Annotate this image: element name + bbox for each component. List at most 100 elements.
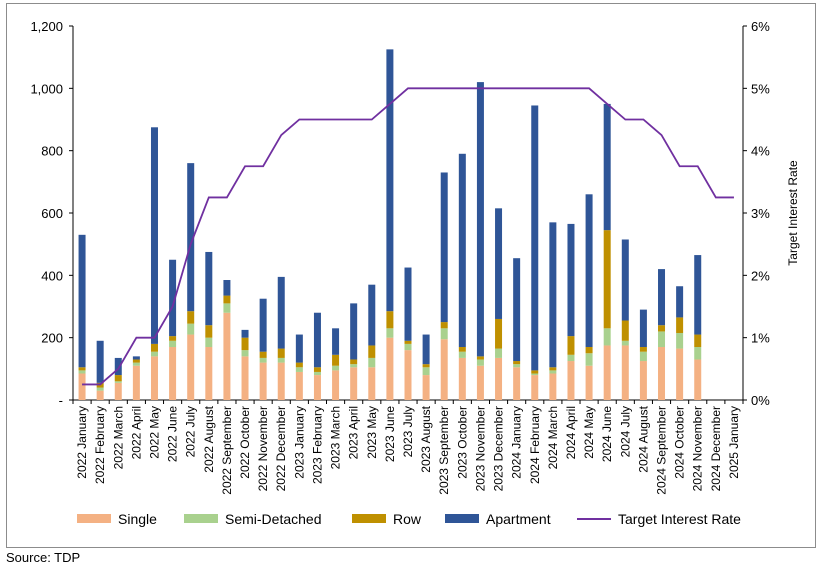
bar-apartment: [476, 82, 484, 357]
left-tick-label: 400: [41, 268, 63, 283]
bar-single: [205, 347, 213, 400]
bar-single: [386, 337, 394, 400]
legend-swatch: [77, 514, 111, 523]
x-tick-label: 2024 July: [618, 406, 632, 457]
bar-row: [621, 320, 629, 341]
x-tick-label: 2024 March: [546, 406, 560, 469]
bar-apartment: [513, 258, 521, 362]
right-tick-label: 5%: [751, 81, 770, 96]
x-tick-label: 2024 February: [528, 406, 542, 484]
bar-single: [694, 359, 702, 400]
right-tick-label: 3%: [751, 206, 770, 221]
bar-apartment: [150, 127, 158, 344]
right-axis-title: Target Interest Rate: [786, 160, 800, 266]
x-tick-label: 2022 June: [166, 406, 180, 462]
bar-single: [621, 345, 629, 400]
legend-swatch: [184, 514, 218, 523]
bar-apartment: [694, 255, 702, 335]
bar-semi-detached: [132, 362, 140, 366]
bar-row: [694, 334, 702, 348]
axes: - 200 400 600 800 1,000 1,200 0% 1% 2% 3% 4% 5% 6% Tar…: [30, 19, 800, 408]
left-tick-label: -: [59, 393, 63, 408]
x-tick-label: 2023 August: [419, 405, 433, 472]
bar-row: [350, 359, 358, 365]
bar-single: [476, 365, 484, 400]
bar-semi-detached: [476, 359, 484, 366]
bar-semi-detached: [513, 364, 521, 368]
x-tick-label: 2023 March: [329, 406, 343, 469]
x-tick-label: 2023 January: [292, 406, 306, 479]
x-axis-labels: 2022 January 2022 February 2022 March 2022 …: [75, 405, 741, 494]
bar-single: [114, 382, 122, 400]
legend-swatch: [352, 514, 386, 523]
bar-row: [132, 359, 140, 363]
bar-apartment: [78, 234, 86, 368]
bar-apartment: [440, 172, 448, 323]
bar-row: [603, 230, 611, 329]
bar-single: [567, 361, 575, 400]
x-tick-label: 2022 August: [202, 405, 216, 472]
bar-single: [639, 361, 647, 400]
bar-semi-detached: [531, 373, 539, 376]
bar-semi-detached: [694, 347, 702, 360]
left-tick-label: 800: [41, 144, 63, 159]
bar-semi-detached: [295, 367, 303, 372]
bar-single: [458, 357, 466, 400]
x-tick-label: 2022 October: [238, 406, 252, 479]
bar-row: [404, 340, 412, 344]
bar-single: [332, 370, 340, 400]
x-tick-label: 2025 January: [727, 406, 741, 479]
bar-apartment: [295, 334, 303, 363]
bar-apartment: [585, 194, 593, 348]
bar-semi-detached: [495, 348, 503, 358]
x-tick-label: 2024 May: [582, 406, 596, 459]
bar-single: [440, 339, 448, 400]
bar-single: [241, 356, 249, 400]
bar-semi-detached: [277, 357, 285, 363]
left-tick-label: 600: [41, 206, 63, 221]
bar-row: [567, 336, 575, 355]
bar-apartment: [313, 312, 321, 368]
bar-semi-detached: [332, 365, 340, 371]
bar-single: [585, 365, 593, 400]
x-tick-label: 2022 December: [274, 406, 288, 491]
bar-single: [422, 375, 430, 400]
bar-semi-detached: [386, 328, 394, 338]
x-tick-label: 2024 October: [673, 406, 687, 479]
x-tick-label: 2023 February: [310, 406, 324, 484]
bar-row: [476, 356, 484, 360]
bar-apartment: [114, 357, 122, 376]
bar-semi-detached: [603, 328, 611, 346]
bar-apartment: [676, 286, 684, 318]
legend-label: Target Interest Rate: [618, 511, 741, 527]
bar-semi-detached: [639, 351, 647, 362]
bar-apartment: [658, 269, 666, 326]
bar-apartment: [458, 153, 466, 348]
bar-apartment: [205, 251, 213, 326]
bar-row: [549, 367, 557, 371]
legend-label: Single: [118, 511, 157, 527]
x-tick-label: 2024 April: [564, 406, 578, 459]
bar-single: [495, 357, 503, 400]
left-tick-label: 1,200: [30, 19, 63, 34]
bar-single: [513, 367, 521, 400]
x-tick-label: 2022 January: [75, 406, 89, 479]
x-tick-label: 2023 September: [437, 406, 451, 495]
x-tick-label: 2022 May: [147, 406, 161, 459]
bar-apartment: [132, 356, 140, 360]
bar-semi-detached: [205, 337, 213, 348]
x-tick-label: 2023 April: [347, 406, 361, 459]
bar-apartment: [549, 222, 557, 368]
x-tick-label: 2024 September: [655, 406, 669, 495]
bar-single: [169, 347, 177, 400]
bar-semi-detached: [223, 303, 231, 313]
bar-single: [78, 373, 86, 400]
bar-single: [223, 312, 231, 400]
x-tick-label: 2024 November: [691, 406, 705, 491]
chart: - 200 400 600 800 1,000 1,200 0% 1% 2% 3% 4% 5% 6% Tar…: [30, 19, 800, 527]
x-tick-label: 2023 November: [473, 406, 487, 491]
bar-apartment: [332, 328, 340, 355]
bar-single: [676, 348, 684, 400]
bar-row: [332, 354, 340, 366]
bar-row: [150, 343, 158, 352]
